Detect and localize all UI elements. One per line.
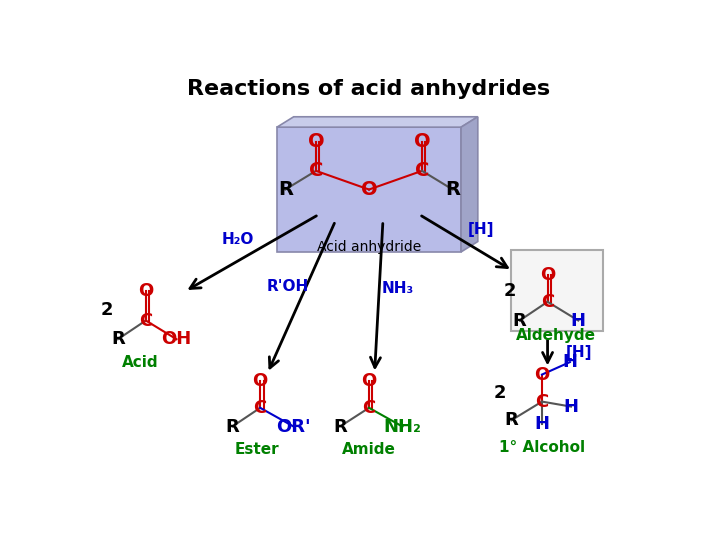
Text: O: O <box>307 132 324 151</box>
Text: O: O <box>534 366 549 383</box>
Polygon shape <box>277 117 478 127</box>
Text: R'OH: R'OH <box>267 279 309 294</box>
Text: O: O <box>138 282 153 300</box>
Text: C: C <box>415 161 429 180</box>
Text: O: O <box>361 180 377 199</box>
Text: Aldehyde: Aldehyde <box>516 328 596 342</box>
Text: [H]: [H] <box>565 345 592 360</box>
Text: OH: OH <box>161 330 192 348</box>
Text: C: C <box>541 293 554 311</box>
Text: C: C <box>309 161 323 180</box>
Text: R: R <box>333 417 347 436</box>
Text: R: R <box>278 180 293 199</box>
Bar <box>511 250 603 331</box>
Text: O: O <box>414 132 431 151</box>
Text: H: H <box>562 353 577 371</box>
Text: Amide: Amide <box>342 442 396 457</box>
Text: R: R <box>445 180 460 199</box>
Polygon shape <box>461 117 478 252</box>
Text: H: H <box>571 312 586 329</box>
Text: [H]: [H] <box>467 221 494 237</box>
Text: H: H <box>534 415 549 434</box>
Text: NH₂: NH₂ <box>384 417 421 436</box>
Text: R: R <box>505 411 518 429</box>
Text: H: H <box>564 397 578 416</box>
Text: C: C <box>139 312 153 329</box>
Text: Ester: Ester <box>235 442 279 457</box>
Text: C: C <box>536 393 549 410</box>
Text: O: O <box>540 266 555 284</box>
Text: R: R <box>111 330 125 348</box>
Text: Acid anhydride: Acid anhydride <box>317 240 421 254</box>
Text: NH₃: NH₃ <box>382 281 413 296</box>
Text: C: C <box>253 399 267 417</box>
Text: Acid: Acid <box>122 355 158 369</box>
Text: O: O <box>361 372 377 390</box>
Text: 2: 2 <box>494 384 506 402</box>
Text: R: R <box>513 312 526 329</box>
Text: 2: 2 <box>101 301 113 319</box>
Text: 2: 2 <box>503 282 516 300</box>
Bar <box>277 127 461 252</box>
Text: R: R <box>225 417 239 436</box>
Text: O: O <box>253 372 268 390</box>
Text: Reactions of acid anhydrides: Reactions of acid anhydrides <box>187 79 551 99</box>
Text: C: C <box>362 399 376 417</box>
Text: H₂O: H₂O <box>222 232 254 247</box>
Text: OR': OR' <box>276 417 311 436</box>
Text: 1° Alcohol: 1° Alcohol <box>499 440 585 455</box>
